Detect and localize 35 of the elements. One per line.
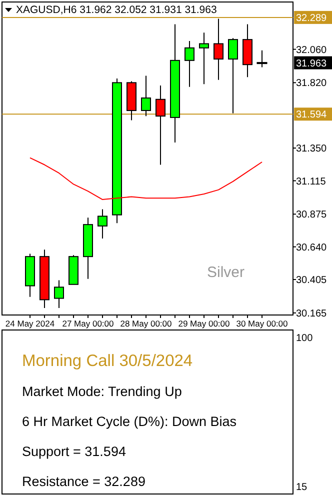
text: 15	[296, 482, 308, 493]
y-tick-label: 31.350	[296, 144, 328, 155]
x-tick-label: 24 May 2024	[5, 318, 55, 328]
line-series	[30, 157, 262, 200]
y-tick-label: 30.405	[296, 275, 328, 286]
x-tick-label: 27 May 00:00	[62, 318, 114, 328]
candlestick	[228, 38, 238, 114]
candlestick	[214, 18, 224, 80]
text: 100	[296, 333, 314, 344]
y-tick-label: 31.820	[296, 78, 328, 90]
y-tick-label: 30.875	[296, 210, 328, 221]
candlestick	[256, 50, 268, 68]
x-tick-label: 28 May 00:00	[120, 318, 172, 328]
annotation: Silver	[207, 264, 245, 281]
ref-line-label: 32.289	[296, 12, 328, 24]
y-tick-label: 32.060	[296, 44, 328, 56]
candlestick	[199, 32, 209, 85]
x-tick-label: 29 May 00:00	[178, 318, 230, 328]
x-tick-label: 30 May 00:00	[236, 318, 288, 328]
y-tick-label: 30.165	[296, 308, 328, 320]
text: Resistance = 32.289	[22, 474, 146, 489]
candlestick	[54, 280, 64, 309]
text: 6 Hr Market Cycle (D%): Down Bias	[22, 414, 237, 429]
text: Support = 31.594	[22, 444, 126, 459]
text: 31.963	[296, 58, 328, 70]
candlestick	[98, 208, 108, 239]
y-tick-label: 30.640	[296, 242, 328, 254]
candlestick	[156, 84, 166, 166]
ref-line-label: 31.594	[296, 110, 328, 121]
candlestick	[141, 75, 151, 117]
chart-title: XAGUSD,H6 31.962 32.052 31.931 31.963	[16, 4, 217, 16]
text: Morning Call 30/5/2024	[22, 352, 193, 370]
candlestick	[184, 40, 194, 88]
text: Market Mode: Trending Up	[22, 384, 182, 399]
y-tick-label: 31.115	[296, 176, 326, 188]
